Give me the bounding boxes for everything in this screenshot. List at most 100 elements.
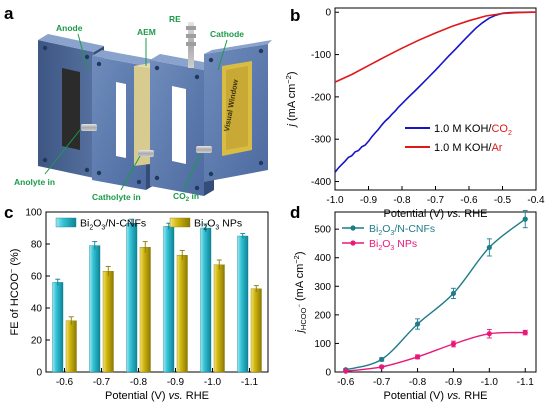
series-line [345, 218, 526, 371]
y-tick-label: 60 [31, 272, 43, 283]
y-tick-label: 0 [325, 8, 331, 19]
bar [89, 245, 101, 373]
bar [139, 246, 151, 373]
bar [126, 222, 138, 373]
y-tick-label: -300 [311, 135, 331, 146]
series-line [334, 11, 536, 173]
reference-electrode [186, 22, 196, 68]
panel-d-y-axis-label: jHCOO− (mA cm−2) [292, 251, 308, 334]
x-tick-label: -0.8 [393, 195, 411, 206]
y-tick-label: -400 [311, 177, 331, 188]
x-tick-label: -0.8 [130, 377, 148, 388]
x-tick-label: -1.1 [241, 377, 259, 388]
series-line [334, 11, 537, 83]
y-tick-label: 100 [25, 208, 42, 219]
y-tick-label: -200 [311, 92, 331, 103]
y-tick-label: 80 [31, 240, 43, 251]
panel-b-lsv-chart: b -1.0 -0.9 -0.8 -0.7 -0.6 -0.5 -0.4 0 -100 -200 -… [284, 6, 545, 220]
data-point [379, 356, 385, 363]
data-point [450, 341, 457, 347]
x-tick-label: -0.8 [409, 377, 427, 388]
bar [250, 288, 262, 373]
bar [163, 226, 175, 373]
x-tick-label: -0.9 [445, 377, 463, 388]
legend-marker [350, 225, 356, 231]
cathode-label: Cathode [210, 29, 244, 39]
x-tick-label: -0.7 [373, 377, 391, 388]
x-tick-label: -0.5 [494, 195, 512, 206]
anode-label: Anode [56, 23, 83, 33]
x-tick-label: -0.6 [337, 377, 355, 388]
legend-swatch [55, 217, 77, 228]
x-tick-label: -0.4 [527, 195, 545, 206]
y-tick-label: 200 [314, 310, 331, 321]
legend-entry: Bi2O3/N-CNFs [369, 223, 435, 237]
re-label: RE [169, 14, 181, 24]
bar [102, 271, 114, 373]
panel-b-legend: 1.0 M KOH/CO2 1.0 M KOH/Ar [405, 123, 512, 154]
panel-d-plot-frame [334, 211, 537, 373]
x-tick-label: -1.1 [517, 377, 535, 388]
panel-b-y-axis-label: j (mA cm−2) [284, 71, 298, 128]
legend-entry: 1.0 M KOH/Ar [434, 142, 503, 154]
data-point [414, 321, 421, 327]
panel-label-b: b [290, 6, 300, 25]
series-line [345, 331, 526, 372]
panel-c-y-axis-label: FE of HCOO− (%) [7, 249, 21, 336]
anolyte-in-label: Anolyte in [14, 177, 55, 187]
y-tick-label: 500 [314, 225, 331, 236]
panel-d-x-axis-label: Potential (V) vs. RHE [384, 390, 488, 402]
bar [213, 264, 225, 373]
x-tick-label: -1.0 [326, 195, 344, 206]
panel-a-schematic: a [4, 4, 272, 203]
panel-c-legend: Bi2O3/N-CNFs Bi2O3 NPs [55, 217, 242, 232]
co2-in-label: CO2 in [173, 191, 199, 203]
y-tick-label: 20 [31, 336, 43, 347]
panel-b-x-axis-label: Potential (V) vs. RHE [384, 208, 488, 220]
cathode-plate: Visual Window [204, 40, 272, 182]
y-tick-label: 400 [314, 253, 331, 264]
x-tick-label: -0.7 [427, 195, 445, 206]
bar [176, 254, 188, 373]
y-tick-label: 40 [31, 304, 43, 315]
inlet-fittings [81, 124, 212, 157]
aem-label: AEM [137, 27, 156, 37]
panel-b-plot-frame [334, 7, 537, 191]
x-tick-label: -0.9 [167, 377, 185, 388]
catholyte-in-label: Catholyte in [92, 192, 141, 202]
data-point [414, 354, 421, 360]
data-point [379, 364, 385, 370]
x-tick-label: -0.6 [460, 195, 478, 206]
data-point [343, 368, 349, 374]
legend-entry: Bi2O3/N-CNFs [80, 218, 146, 232]
bar [65, 320, 77, 373]
panel-label-a: a [4, 4, 14, 23]
legend-entry: 1.0 M KOH/CO2 [434, 123, 512, 137]
panel-label-c: c [4, 203, 13, 222]
legend-entry: Bi2O3 NPs [369, 238, 417, 252]
panel-c-faradaic-efficiency-chart: c 0 20 40 60 80 100 -0.6 -0.7 -0.8 -0.9 -1.0 -1.1 B… [4, 203, 269, 402]
legend-swatch [169, 217, 191, 228]
data-point [486, 244, 492, 251]
panel-c-plot-frame [45, 211, 269, 373]
panel-label-d: d [290, 203, 300, 222]
data-point [522, 329, 528, 336]
x-tick-label: -0.6 [56, 377, 74, 388]
x-tick-label: -0.9 [360, 195, 378, 206]
data-point [486, 331, 492, 337]
x-tick-label: -1.0 [204, 377, 222, 388]
panel-d-partial-current-chart: d -0.6 -0.7 -0.8 -0.9 -1.0 -1.1 0 100 200 300 400 5… [290, 203, 537, 402]
legend-entry: Bi2O3 NPs [194, 218, 242, 232]
y-tick-label: 0 [325, 368, 331, 379]
legend-marker [350, 240, 356, 246]
data-point [522, 216, 528, 222]
bar [52, 282, 64, 373]
x-tick-label: -0.7 [93, 377, 111, 388]
schematic-callouts [44, 33, 228, 191]
y-tick-label: 100 [314, 339, 331, 350]
y-tick-label: 300 [314, 282, 331, 293]
x-tick-label: -1.0 [481, 377, 499, 388]
